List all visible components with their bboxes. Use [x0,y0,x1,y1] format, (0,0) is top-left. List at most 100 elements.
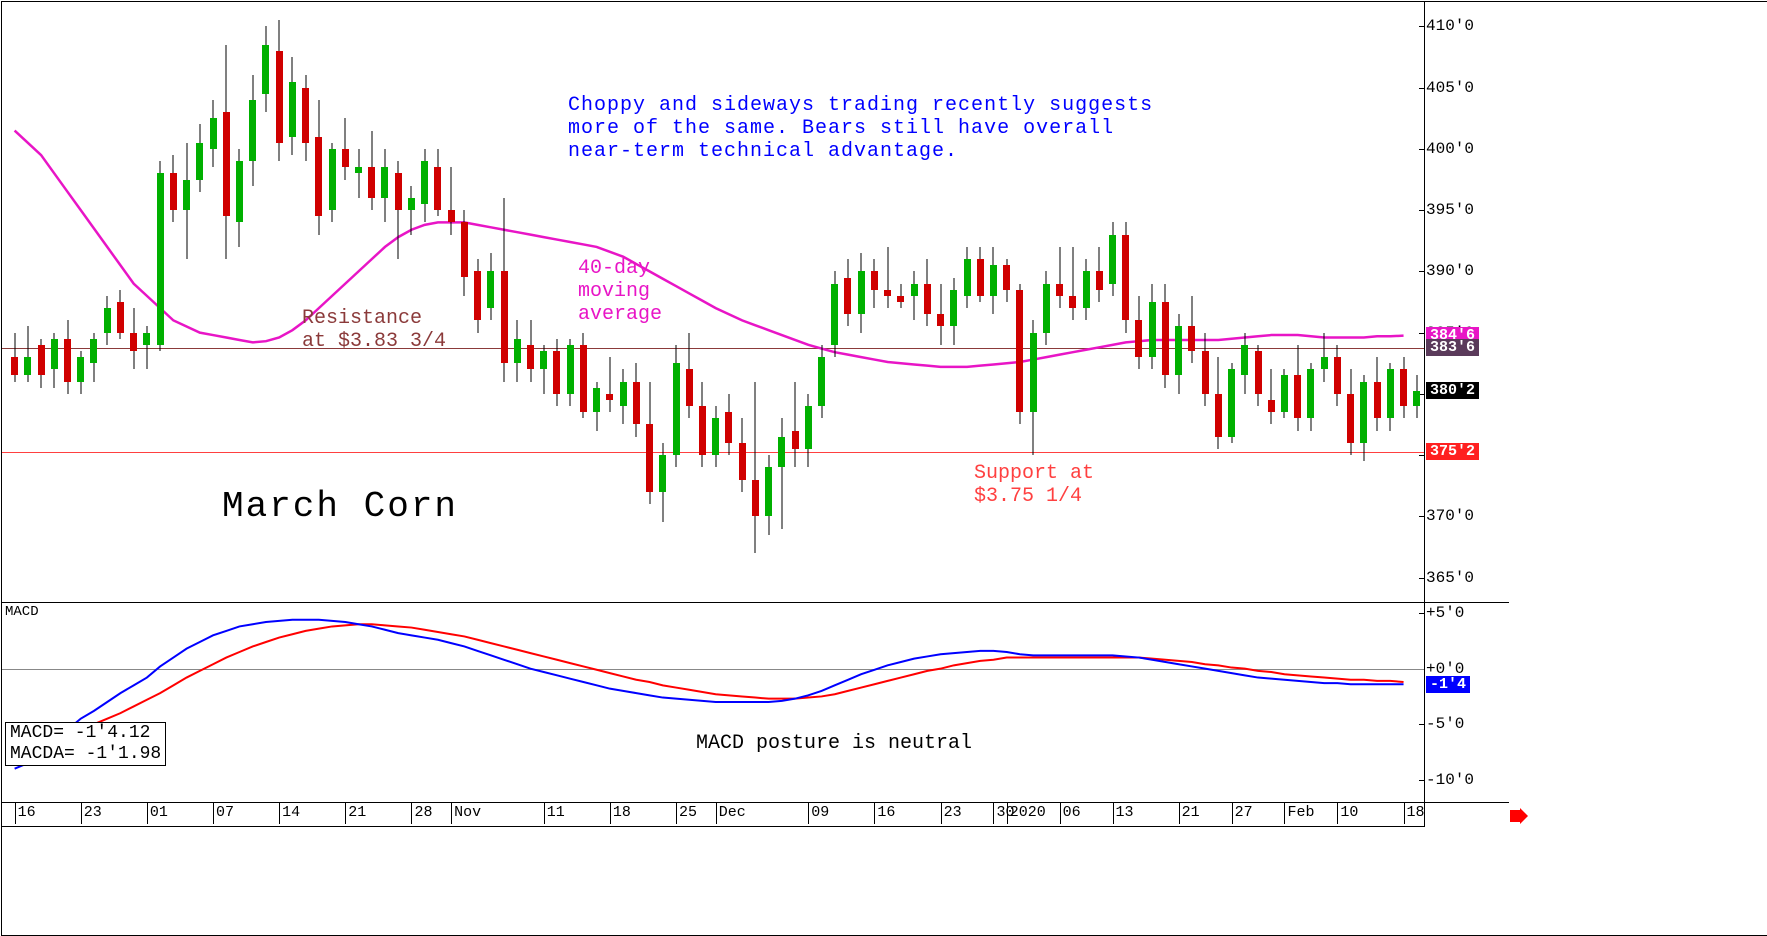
candlestick[interactable] [935,284,946,345]
candlestick[interactable] [657,443,668,523]
candlestick[interactable] [776,418,787,528]
candlestick[interactable] [1001,259,1012,302]
candlestick[interactable] [327,143,338,223]
candlestick[interactable] [234,149,245,247]
candlestick[interactable] [763,455,774,535]
candlestick[interactable] [155,161,166,351]
candlestick[interactable] [22,326,33,381]
candlestick[interactable] [485,253,496,320]
candlestick[interactable] [1279,369,1290,418]
candlestick[interactable] [1253,345,1264,406]
candlestick[interactable] [1107,222,1118,295]
candlestick[interactable] [644,382,655,504]
candlestick[interactable] [221,45,232,259]
candlestick[interactable] [710,406,721,467]
candlestick[interactable] [525,320,536,381]
candlestick[interactable] [1041,271,1052,344]
candlestick[interactable] [578,333,589,419]
candlestick[interactable] [842,259,853,326]
candlestick[interactable] [1067,247,1078,320]
candlestick[interactable] [88,333,99,382]
candlestick[interactable] [922,259,933,326]
candlestick[interactable] [551,339,562,406]
candlestick[interactable] [287,57,298,155]
candlestick[interactable] [882,247,893,308]
candlestick[interactable] [684,333,695,419]
candlestick[interactable] [274,20,285,161]
candlestick[interactable] [141,326,152,369]
candlestick[interactable] [1186,296,1197,363]
candlestick[interactable] [790,382,801,468]
candlestick[interactable] [1094,247,1105,302]
candlestick[interactable] [1239,333,1250,394]
candlestick[interactable] [962,247,973,308]
candlestick[interactable] [1014,284,1025,425]
candlestick[interactable] [260,26,271,112]
candlestick[interactable] [671,345,682,467]
candlestick[interactable] [816,345,827,418]
candlestick[interactable] [1305,363,1316,430]
candlestick[interactable] [512,320,523,381]
candlestick[interactable] [102,296,113,345]
candlestick[interactable] [194,124,205,191]
candlestick[interactable] [1054,247,1065,308]
candlestick[interactable] [697,382,708,468]
candlestick[interactable] [1028,320,1039,455]
candlestick[interactable] [1147,284,1158,370]
candlestick[interactable] [1358,375,1369,461]
candlestick[interactable] [604,357,615,412]
candlestick[interactable] [128,308,139,369]
candlestick[interactable] [1213,357,1224,449]
candlestick[interactable] [975,247,986,302]
candlestick[interactable] [1160,284,1171,388]
candlestick[interactable] [856,253,867,333]
candlestick[interactable] [419,149,430,222]
candlestick[interactable] [1292,345,1303,431]
candlestick[interactable] [909,271,920,320]
candlestick[interactable] [1385,363,1396,430]
candlestick[interactable] [737,418,748,491]
candlestick[interactable] [62,320,73,393]
candlestick[interactable] [1345,369,1356,455]
candlestick[interactable] [1200,333,1211,406]
candlestick[interactable] [591,382,602,431]
candlestick[interactable] [432,149,443,216]
candlestick[interactable] [340,118,351,179]
candlestick[interactable] [366,131,377,211]
candlestick[interactable] [379,149,390,222]
candlestick[interactable] [459,210,470,296]
candlestick[interactable] [168,155,179,222]
candlestick[interactable] [538,345,549,394]
candlestick[interactable] [631,363,642,436]
candlestick[interactable] [1319,333,1330,382]
candlestick[interactable] [803,394,814,467]
candlestick[interactable] [1332,345,1343,406]
candlestick[interactable] [446,167,457,234]
candlestick[interactable] [393,161,404,259]
candlestick[interactable] [895,284,906,308]
candlestick[interactable] [1411,375,1422,418]
candlestick[interactable] [300,75,311,161]
candlestick[interactable] [49,333,60,388]
candlestick[interactable] [869,259,880,308]
candlestick[interactable] [181,143,192,259]
candlestick[interactable] [1081,259,1092,320]
candlestick[interactable] [948,278,959,345]
candlestick[interactable] [1173,314,1184,394]
candlestick[interactable] [829,271,840,357]
candlestick[interactable] [75,351,86,394]
candlestick[interactable] [9,333,20,382]
candlestick[interactable] [1398,357,1409,418]
candlestick[interactable] [208,100,219,167]
candlestick[interactable] [988,247,999,314]
candlestick[interactable] [1372,357,1383,430]
candlestick[interactable] [313,100,324,235]
candlestick[interactable] [1266,369,1277,424]
candlestick[interactable] [1120,222,1131,332]
candlestick[interactable] [750,382,761,553]
candlestick[interactable] [406,186,417,235]
candlestick[interactable] [618,369,629,424]
candlestick[interactable] [247,75,258,185]
candlestick[interactable] [1133,296,1144,369]
candlestick[interactable] [565,339,576,406]
